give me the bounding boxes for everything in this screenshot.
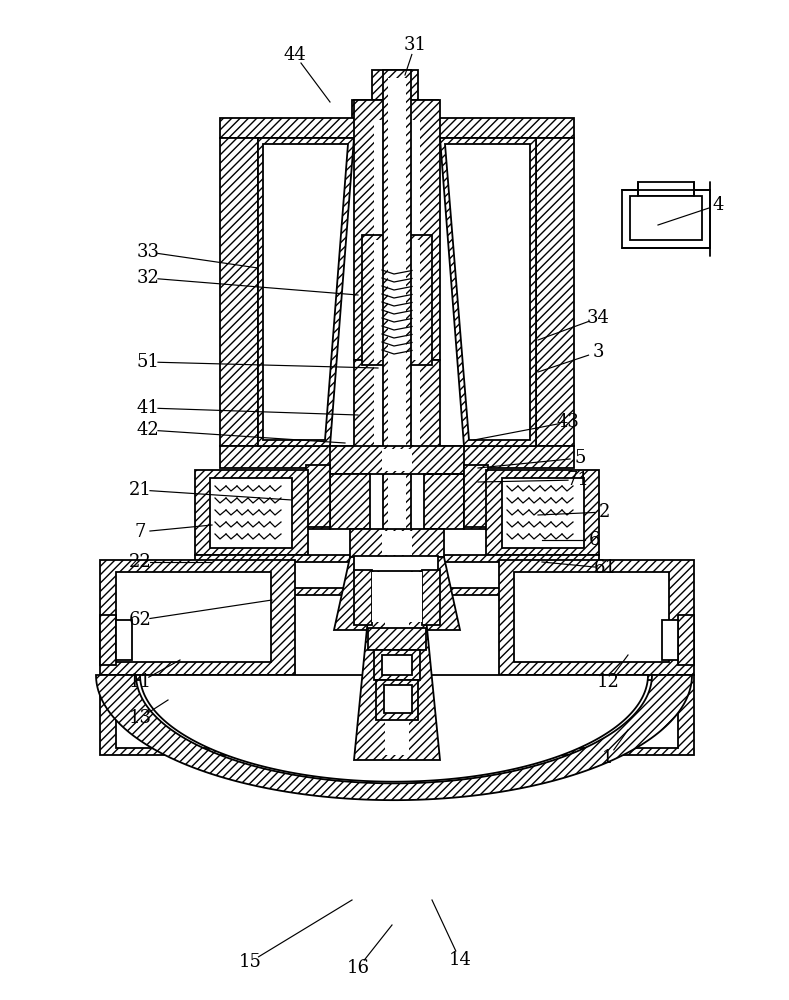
Bar bbox=[220, 446, 574, 468]
Bar bbox=[116, 572, 271, 662]
Polygon shape bbox=[334, 557, 460, 630]
Bar bbox=[464, 465, 488, 527]
Bar bbox=[638, 182, 694, 196]
Bar bbox=[362, 235, 432, 365]
Text: 62: 62 bbox=[129, 611, 151, 629]
Bar bbox=[195, 555, 599, 595]
Polygon shape bbox=[96, 675, 692, 800]
Bar bbox=[382, 531, 412, 555]
Bar bbox=[100, 615, 116, 665]
Bar bbox=[374, 650, 420, 680]
Bar bbox=[100, 560, 295, 675]
Text: 21: 21 bbox=[129, 481, 151, 499]
Text: 12: 12 bbox=[596, 673, 619, 691]
Text: 1: 1 bbox=[602, 749, 614, 767]
Polygon shape bbox=[354, 557, 440, 760]
Bar bbox=[374, 120, 420, 360]
Text: 41: 41 bbox=[136, 399, 159, 417]
Bar bbox=[388, 78, 406, 566]
Text: 61: 61 bbox=[593, 559, 616, 577]
Bar bbox=[376, 680, 418, 720]
Text: 42: 42 bbox=[136, 421, 159, 439]
Text: 14: 14 bbox=[449, 951, 472, 969]
Polygon shape bbox=[258, 474, 330, 529]
Bar bbox=[622, 190, 710, 248]
Text: 44: 44 bbox=[283, 46, 306, 64]
Bar bbox=[220, 118, 574, 138]
Text: 13: 13 bbox=[129, 709, 151, 727]
Bar bbox=[350, 529, 444, 557]
Text: 6: 6 bbox=[589, 531, 600, 549]
Bar bbox=[100, 675, 292, 755]
Polygon shape bbox=[140, 675, 648, 782]
Bar bbox=[516, 680, 678, 748]
Bar bbox=[424, 474, 464, 529]
Text: 32: 32 bbox=[136, 269, 159, 287]
Text: 43: 43 bbox=[556, 413, 579, 431]
Bar bbox=[330, 474, 370, 529]
Text: 4: 4 bbox=[712, 196, 724, 214]
Bar bbox=[354, 556, 438, 571]
Bar bbox=[678, 615, 694, 665]
Bar bbox=[195, 470, 308, 555]
Bar bbox=[268, 562, 526, 588]
Bar bbox=[354, 360, 440, 448]
Polygon shape bbox=[424, 474, 520, 529]
Bar bbox=[382, 655, 412, 675]
Text: 5: 5 bbox=[574, 449, 585, 467]
Bar bbox=[374, 240, 420, 360]
Bar bbox=[382, 449, 412, 471]
Bar bbox=[116, 620, 132, 660]
Text: 34: 34 bbox=[586, 309, 609, 327]
Bar bbox=[372, 70, 418, 100]
Bar bbox=[354, 100, 440, 360]
Bar bbox=[385, 560, 409, 755]
Bar bbox=[354, 570, 372, 625]
Polygon shape bbox=[263, 144, 348, 440]
Text: 7: 7 bbox=[134, 523, 146, 541]
Bar bbox=[514, 572, 669, 662]
Polygon shape bbox=[445, 144, 530, 440]
Text: 11: 11 bbox=[129, 673, 151, 691]
Bar bbox=[662, 620, 678, 660]
Bar bbox=[116, 680, 278, 748]
Text: 51: 51 bbox=[136, 353, 159, 371]
Bar bbox=[384, 685, 412, 713]
Text: 3: 3 bbox=[593, 343, 604, 361]
Bar bbox=[486, 470, 599, 555]
Bar bbox=[367, 560, 427, 625]
Text: 22: 22 bbox=[129, 553, 151, 571]
Bar bbox=[368, 628, 426, 650]
Bar bbox=[372, 572, 422, 622]
Text: 15: 15 bbox=[238, 953, 261, 971]
Bar bbox=[383, 70, 411, 570]
Bar bbox=[536, 138, 574, 446]
Text: 33: 33 bbox=[136, 243, 159, 261]
Bar bbox=[422, 570, 440, 625]
Bar bbox=[352, 100, 438, 118]
Text: 71: 71 bbox=[567, 471, 589, 489]
Bar bbox=[502, 478, 584, 548]
Polygon shape bbox=[440, 138, 536, 446]
Bar bbox=[630, 196, 702, 240]
Text: 16: 16 bbox=[346, 959, 369, 977]
Bar bbox=[330, 446, 464, 474]
Polygon shape bbox=[258, 138, 354, 446]
Bar bbox=[220, 138, 258, 446]
Bar bbox=[210, 478, 292, 548]
Bar bbox=[374, 365, 420, 445]
Bar bbox=[502, 675, 694, 755]
Text: 31: 31 bbox=[403, 36, 427, 54]
Bar bbox=[306, 465, 330, 527]
Text: 2: 2 bbox=[600, 503, 611, 521]
Bar bbox=[499, 560, 694, 675]
